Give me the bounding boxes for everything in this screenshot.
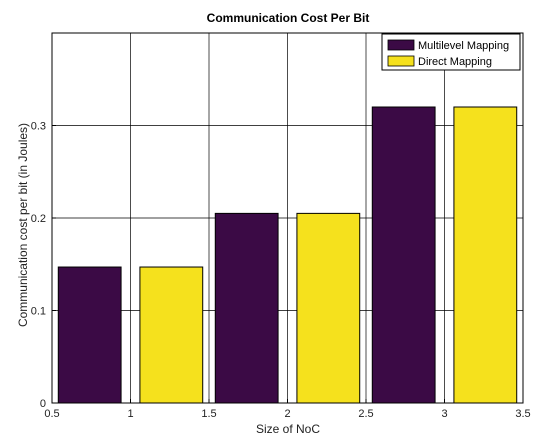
y-tick-label: 0.2 [31, 213, 46, 225]
x-tick-label: 3 [441, 408, 447, 420]
x-tick-label: 2 [284, 408, 290, 420]
bar-multilevel-1 [57, 266, 122, 404]
legend-label-direct: Direct Mapping [418, 56, 492, 68]
grid [51, 33, 524, 404]
bar-multilevel-2 [214, 212, 279, 404]
bar-multilevel-3 [371, 106, 436, 404]
x-tick-label: 3.5 [515, 408, 530, 420]
bars [57, 106, 518, 404]
y-tick-label: 0.1 [31, 306, 46, 318]
x-tick-label: 0.5 [44, 408, 59, 420]
x-tick-label: 2.5 [358, 408, 373, 420]
bar-direct-1 [139, 266, 204, 404]
y-tick-label: 0 [40, 398, 46, 410]
x-axis-label: Size of NoC [256, 422, 320, 436]
y-tick-label: 0.3 [31, 121, 46, 133]
axis-ticks: 0.5 1 1.5 2 2.5 3 3.5 0 0.1 0.2 0.3 [31, 121, 531, 421]
legend-swatch-direct [387, 55, 415, 67]
legend-label-multilevel: Multilevel Mapping [418, 40, 509, 52]
chart-title: Communication Cost Per Bit [207, 11, 370, 25]
bar-direct-3 [453, 106, 518, 404]
x-tick-label: 1.5 [201, 408, 216, 420]
x-tick-label: 1 [127, 408, 133, 420]
y-axis-label: Communication cost per bit (in Joules) [16, 123, 30, 327]
bar-direct-2 [296, 212, 361, 404]
legend-swatch-multilevel [387, 39, 415, 51]
legend: Multilevel Mapping Direct Mapping [381, 33, 521, 71]
